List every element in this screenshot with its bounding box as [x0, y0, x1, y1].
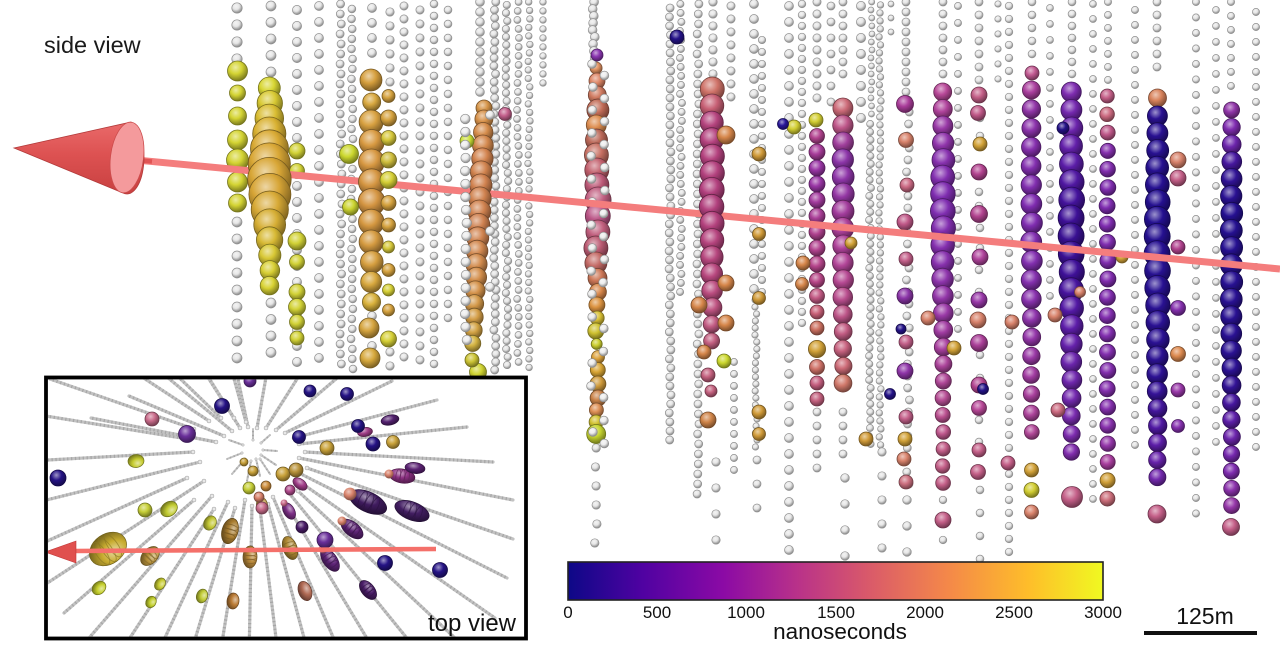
svg-text:side view: side view	[44, 32, 142, 58]
svg-text:3000: 3000	[1084, 603, 1122, 622]
svg-text:nanoseconds: nanoseconds	[773, 619, 907, 644]
svg-text:0: 0	[563, 603, 572, 622]
svg-text:top view: top view	[428, 610, 517, 637]
svg-text:1000: 1000	[727, 603, 765, 622]
svg-text:1500: 1500	[817, 603, 855, 622]
svg-text:500: 500	[643, 603, 671, 622]
svg-text:125m: 125m	[1176, 603, 1234, 629]
svg-text:2000: 2000	[906, 603, 944, 622]
svg-text:2500: 2500	[995, 603, 1033, 622]
